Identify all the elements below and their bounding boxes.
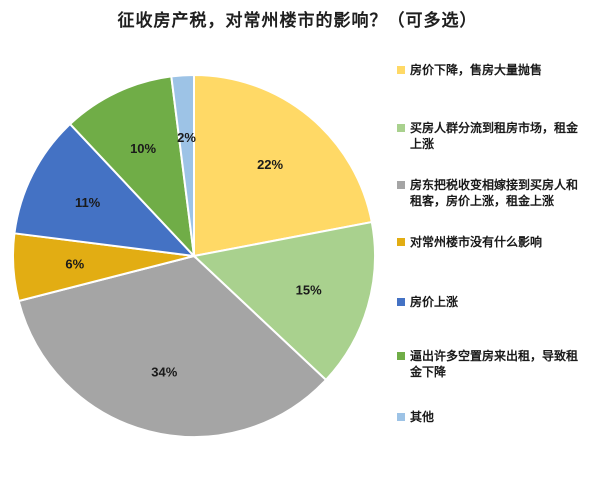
slice-value-label: 11% (75, 195, 101, 210)
chart-title: 征收房产税，对常州楼市的影响？（可多选） (117, 11, 478, 31)
pie-slice-3 (17, 254, 328, 438)
legend-swatch (397, 66, 405, 74)
chart-legend: 房价下降，售房大量抛售买房人群分流到租房市场，租金上涨 房东把税收变相嫁接到买房人… (397, 62, 587, 442)
legend-swatch (397, 124, 405, 132)
slice-value-label: 34% (151, 365, 177, 380)
slice-value-label: 6% (65, 257, 84, 272)
legend-label: 房价下降，售房大量抛售 (410, 63, 543, 77)
legend-label: 房东把税收变相嫁接到买房人和租客，房价上涨，租金上涨 (410, 178, 579, 208)
legend-label: 买房人群分流到租房市场，租金上涨 (410, 121, 579, 151)
legend-swatch (397, 298, 405, 306)
legend-swatch (397, 413, 405, 421)
pie-slice-7 (170, 73, 195, 257)
legend-label: 对常州楼市没有什么影响 (410, 235, 543, 249)
legend-label: 房价上涨 (410, 295, 459, 309)
pie-slice-5 (13, 122, 197, 258)
slice-value-label: 15% (296, 282, 322, 297)
legend-label: 逼出许多空置房来出租，导致租金下降 (410, 349, 579, 379)
legend-item: 房东把税收变相嫁接到买房人和租客，房价上涨，租金上涨 (397, 177, 587, 209)
legend-swatch (397, 238, 405, 246)
pie-slice-6 (68, 75, 196, 259)
slice-value-label: 10% (130, 141, 156, 156)
legend-item: 房价上涨 (397, 294, 587, 310)
pie-slice-2 (191, 220, 376, 382)
legend-swatch (397, 352, 405, 360)
pie-value-labels: 22% 15% 34% 6% 11% 10% 2% (65, 130, 322, 380)
slice-value-label: 22% (257, 157, 283, 172)
legend-item: 买房人群分流到租房市场，租金上涨 (397, 120, 587, 152)
legend-item: 逼出许多空置房来出租，导致租金下降 (397, 348, 587, 380)
legend-label: 其他 (410, 410, 435, 424)
legend-item: 房价下降，售房大量抛售 (397, 62, 587, 78)
legend-item: 其他 (397, 409, 587, 425)
legend-item: 对常州楼市没有什么影响 (397, 234, 587, 250)
pie-slice-1 (193, 73, 373, 258)
slice-value-label: 2% (177, 130, 196, 145)
legend-swatch (397, 181, 405, 189)
pie-slices (12, 73, 376, 438)
